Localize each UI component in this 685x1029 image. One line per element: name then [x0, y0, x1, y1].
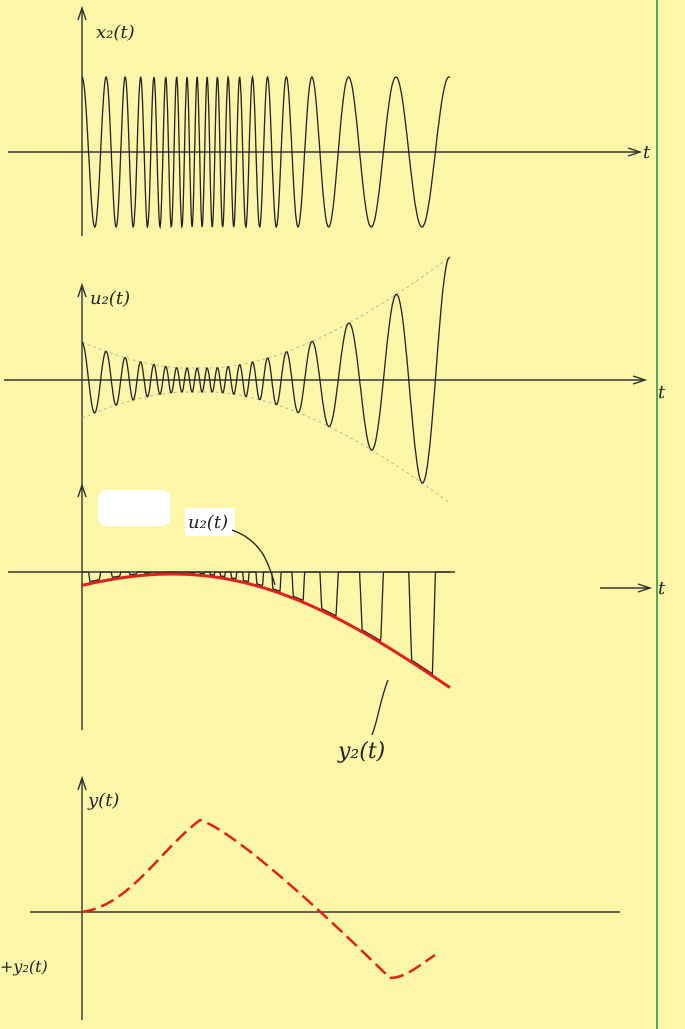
panel-u2: u₂(t) t [4, 257, 666, 503]
axis-label: t [643, 142, 651, 163]
envelope [82, 392, 450, 503]
signal-label: y(t) [87, 790, 119, 811]
panel-y: y(t) +y₂(t) [0, 778, 620, 1020]
envelope [82, 257, 450, 368]
panel-x2: x₂(t) t [8, 8, 651, 236]
output-label: y₂(t) [337, 739, 385, 764]
output-curve [82, 820, 435, 978]
signal-label: x₂(t) [96, 22, 135, 43]
signal-label: u₂(t) [188, 512, 228, 533]
panel-y2: t u₂(t) y₂(t) [8, 485, 666, 764]
pointer [232, 530, 275, 585]
envelope-output [82, 574, 450, 688]
pointer [372, 680, 388, 735]
blank-patch [98, 490, 170, 526]
side-label: +y₂(t) [0, 957, 48, 976]
axis-label: t [658, 382, 666, 403]
waveform [82, 258, 450, 484]
diagram: x₂(t) t u₂(t) t t u₂(t) y₂(t) y( [0, 0, 685, 1029]
axis-label: t [658, 578, 666, 599]
signal-label: u₂(t) [90, 288, 130, 309]
